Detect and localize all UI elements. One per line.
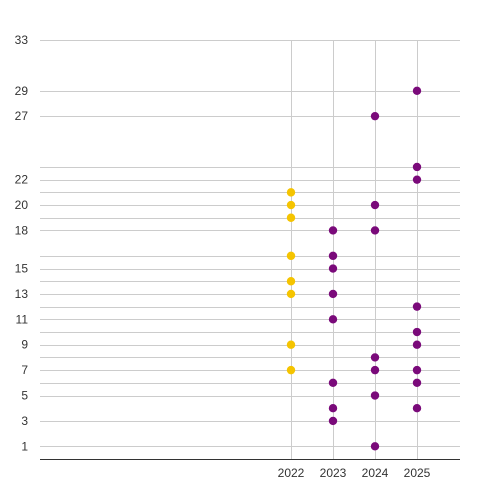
data-point [286,251,296,261]
data-point [328,226,338,235]
y-tick-label: 22 [15,173,29,187]
data-point [412,404,422,413]
y-tick-label: 7 [21,363,28,377]
data-point [328,264,338,273]
x-axis-ticks: 2022 2023 2024 2025 [278,466,431,480]
y-tick-label: 29 [15,84,29,98]
y-tick-label: 13 [15,287,29,301]
data-point [286,200,296,210]
x-tick-label: 2022 [278,466,305,480]
data-point [286,289,296,299]
data-point [328,315,338,324]
data-point [412,175,422,184]
data-point [370,200,380,210]
x-tick-label: 2023 [320,466,347,480]
data-point [328,404,338,413]
y-tick-label: 5 [21,389,28,403]
data-point [412,365,422,375]
data-point [328,251,338,261]
y-tick-label: 33 [15,33,29,47]
y-tick-label: 1 [21,439,28,453]
data-point [412,327,422,337]
data-point [412,302,422,311]
data-point [286,277,296,286]
data-point [328,416,338,426]
data-point [286,213,296,222]
data-point [370,442,380,451]
data-point [412,86,422,95]
data-point [328,378,338,388]
y-tick-label: 11 [16,312,29,326]
grid-layer [40,40,460,459]
x-tick-label: 2025 [404,466,431,480]
y-tick-label: 9 [21,338,28,352]
data-point [370,353,380,362]
y-tick-label: 27 [15,109,29,123]
data-point [412,340,422,349]
x-tick-label: 2024 [362,466,389,480]
data-point [286,365,296,375]
y-tick-label: 18 [15,223,29,237]
y-tick-label: 20 [15,198,29,212]
y-tick-label: 3 [21,414,28,428]
data-point [370,365,380,375]
data-point [370,111,380,121]
data-point [412,378,422,388]
data-point [328,289,338,299]
data-point [370,226,380,235]
y-tick-label: 15 [15,262,29,276]
data-points [286,86,422,451]
data-point [286,188,296,197]
data-point [286,340,296,349]
data-point [412,162,422,172]
data-point [370,391,380,400]
